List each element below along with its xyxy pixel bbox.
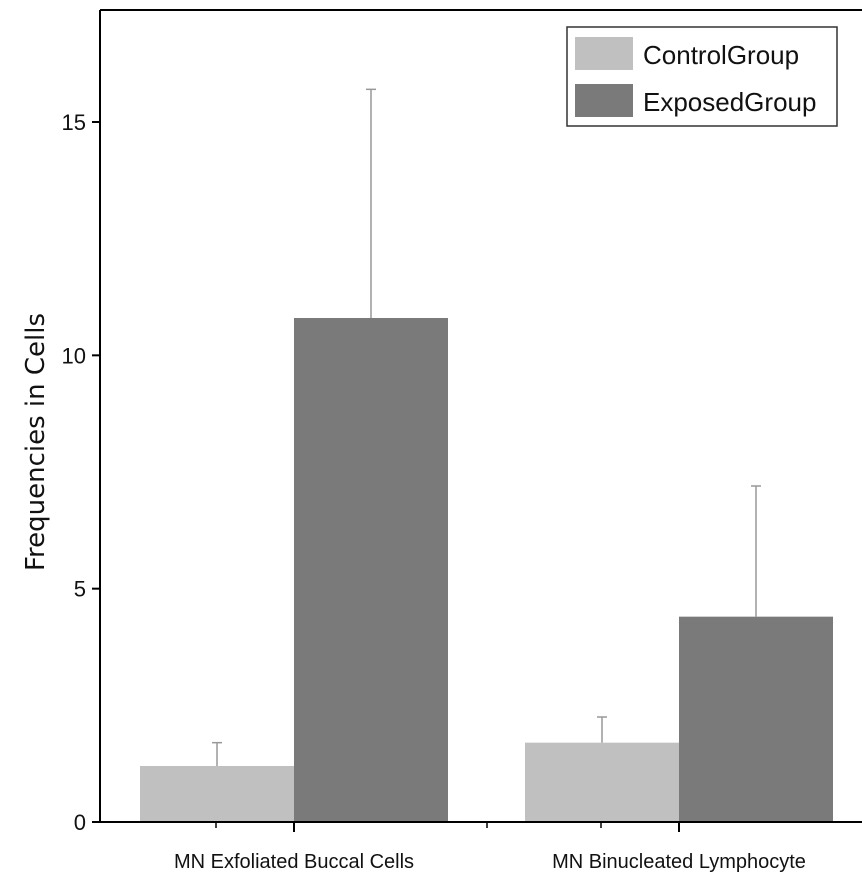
- bars-layer: [140, 318, 833, 822]
- y-tick-label: 15: [62, 110, 86, 135]
- x-tick-label: MN Binucleated Lymphocyte: [552, 851, 806, 873]
- x-tick-label: MN Exfoliated Buccal Cells: [174, 851, 414, 873]
- legend-label-exposed: ExposedGroup: [643, 87, 816, 117]
- legend-swatch-control: [575, 37, 633, 70]
- bar-control-0: [140, 766, 294, 822]
- legend-label-control: ControlGroup: [643, 40, 799, 70]
- bar-control-1: [525, 742, 679, 822]
- y-ticks: 0 5 10 15: [62, 110, 100, 835]
- legend: ControlGroup ExposedGroup: [566, 26, 838, 127]
- y-axis-title: Frequencies in Cells: [21, 313, 51, 571]
- bar-exposed-0: [294, 318, 448, 822]
- x-ticks: MN Exfoliated Buccal Cells MN Binucleated…: [174, 822, 806, 873]
- error-bars-layer: [212, 88, 761, 766]
- y-tick-label: 0: [74, 810, 86, 835]
- bar-exposed-1: [679, 616, 833, 822]
- y-tick-label: 10: [62, 343, 86, 368]
- y-tick-label: 5: [74, 577, 86, 602]
- legend-swatch-exposed: [575, 84, 633, 117]
